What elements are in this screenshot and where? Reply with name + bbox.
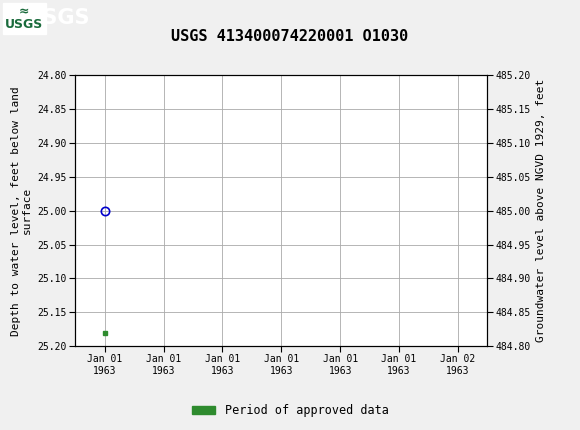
Y-axis label: Depth to water level, feet below land
surface: Depth to water level, feet below land su…: [10, 86, 32, 335]
Legend: Period of approved data: Period of approved data: [187, 399, 393, 422]
FancyBboxPatch shape: [3, 3, 46, 34]
Y-axis label: Groundwater level above NGVD 1929, feet: Groundwater level above NGVD 1929, feet: [536, 79, 546, 342]
Text: ≈
USGS: ≈ USGS: [5, 6, 44, 31]
Text: ≈USGS: ≈USGS: [9, 8, 90, 28]
Text: USGS 413400074220001 O1030: USGS 413400074220001 O1030: [171, 29, 409, 44]
